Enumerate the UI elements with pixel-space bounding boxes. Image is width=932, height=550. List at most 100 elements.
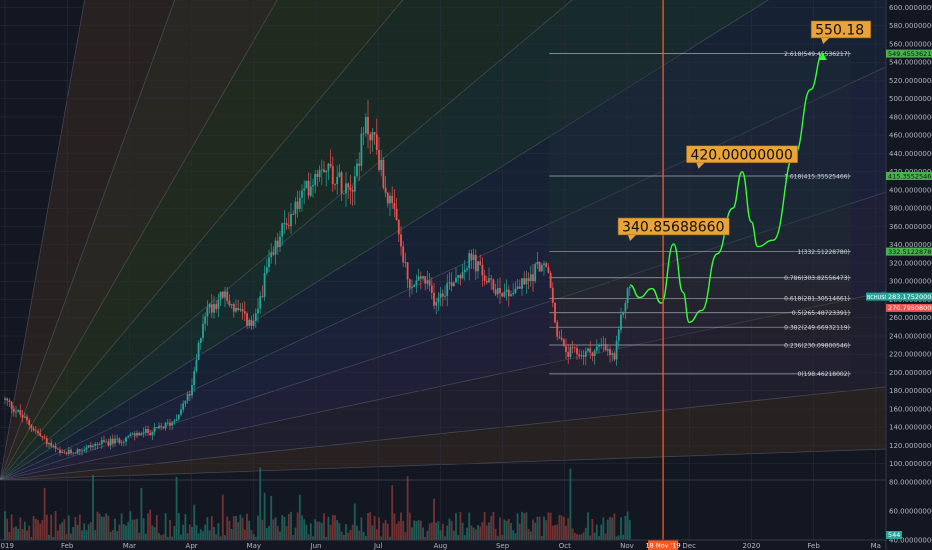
candle-body [147,429,149,434]
volume-bar [252,534,255,540]
volume-bar [15,526,17,540]
price-tag-label: 283.17520000 [888,293,932,301]
volume-bar [305,524,308,540]
candle-body [419,276,422,279]
volume-bar [455,512,457,540]
candle-body [208,304,211,308]
volume-bar [494,528,497,540]
price-axis-background [886,0,932,550]
price-tick-label: 560.00000000 [889,40,932,48]
candle-body [50,442,53,447]
candle-body [580,355,583,357]
volume-bar [380,536,383,540]
volume-bar [158,533,160,540]
candle-body [362,133,365,135]
fib-level-label: 1(332.51228780) [798,249,850,256]
candle-body [261,296,264,297]
volume-bar [100,516,103,540]
candle-body [582,355,585,357]
volume-bar [250,530,253,540]
candle-body [490,278,493,280]
volume-bar [628,520,631,540]
candle-body [327,163,330,171]
volume-bar [92,474,94,540]
candle-body [226,291,229,301]
volume-bar [272,519,275,540]
candle-body [620,314,622,330]
candle-body [171,422,174,426]
volume-bar [510,523,512,540]
volume-bar [551,525,554,540]
volume-bar [615,536,618,540]
candle-body [318,169,321,178]
volume-bar [382,523,385,540]
volume-bar [59,524,61,540]
volume-bar [164,513,167,540]
candle-body [63,451,66,453]
candle-body [287,225,290,227]
volume-bar [43,487,46,540]
candle-body [74,452,77,454]
candle-body [604,344,607,351]
candle-body [628,286,631,289]
volume-bar [611,517,614,540]
candle-body [466,268,468,270]
candle-body [567,352,570,357]
volume-bar [439,530,442,540]
candle-body [488,278,490,283]
gann-fan [0,0,886,481]
candle-body [107,441,110,446]
candle-body [523,278,526,285]
callout-label: 420.00000000 [690,147,792,163]
volume-bar [111,530,114,540]
candle-body [151,431,154,436]
candle-body [624,303,627,312]
candle-body [430,285,433,293]
candle-body [173,420,176,423]
candle-body [180,409,182,415]
volume-bar [503,519,506,540]
candle-body [301,190,303,198]
volume-bar [340,531,343,540]
candle-body [39,433,42,437]
volume-bar [70,533,72,540]
volume-bar [347,532,350,540]
volume-bar [446,525,449,540]
time-tick-label: Dec [682,542,696,550]
candle-body [565,346,567,353]
price-axis[interactable]: 600.00000000 580.00000000 560.00000000 540.… [866,0,932,550]
volume-bar [499,517,501,540]
volume-bar [518,523,521,540]
time-tick-label: Jun [310,542,322,550]
volume-bar [349,530,352,540]
time-axis[interactable]: 2019 Feb Mar Apr May Jun Jul Aug Sep Oct Nov Dec 202… [0,539,886,550]
candle-body [505,289,508,292]
candle-body [593,350,596,357]
volume-bar [622,534,625,540]
price-tick-label: 320.00000000 [889,259,932,267]
candle-body [501,293,504,297]
volume-bar [556,524,559,540]
volume-bar [428,523,431,540]
candle-body [479,261,482,265]
candle-body [538,262,541,272]
volume-bar [587,512,589,540]
candle-body [279,236,281,247]
candle-body [15,411,17,413]
candle-body [125,437,127,442]
fib-zone [549,312,851,328]
volume-bar [175,476,178,540]
volume-bar [12,527,15,540]
time-tick-label: 2020 [742,542,760,550]
volume-bar [505,520,508,540]
candle-body [94,443,97,446]
fan-band [0,66,886,480]
candle-body [367,117,369,135]
candle-body [360,133,363,166]
candle-body [265,267,268,274]
volume-bar [474,529,477,540]
volume-bar [312,536,314,540]
candle-body [345,183,347,194]
fib-retracement: 2.618(549.45536217) 1.618(415.35525466) 1(… [549,51,851,378]
